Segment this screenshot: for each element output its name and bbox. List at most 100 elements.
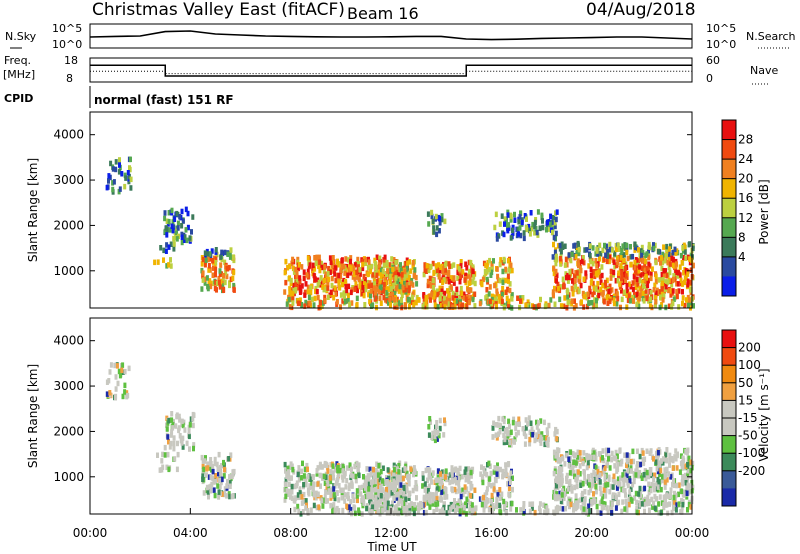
heatmap-cell [620,508,624,515]
heatmap-cell [528,508,532,515]
heatmap-cell [176,440,179,447]
heatmap-cell [482,494,485,501]
heatmap-cell [335,490,339,496]
heatmap-cell [312,502,316,509]
power-heatmap-cells [105,156,695,311]
heatmap-cell [357,472,361,479]
heatmap-cell [551,219,555,225]
heatmap-cell [496,492,500,498]
heatmap-cell [659,486,663,493]
heatmap-cell [460,505,464,511]
heatmap-cell [547,302,551,309]
heatmap-cell [214,266,218,273]
heatmap-cell [458,499,462,506]
heatmap-cell [355,493,359,499]
heatmap-cell [223,466,226,473]
heatmap-cell [656,468,660,475]
heatmap-cell [298,275,302,281]
heatmap-cell [666,510,670,517]
heatmap-cell [488,284,492,290]
heatmap-cell [649,470,652,477]
heatmap-cell [386,489,390,495]
heatmap-cell [340,474,344,480]
heatmap-cell [349,498,353,505]
heatmap-cell [300,468,304,475]
heatmap-cell [675,281,679,287]
heatmap-cell [298,486,302,492]
heatmap-cell [612,300,616,307]
heatmap-cell [431,260,435,267]
heatmap-cell [390,507,394,513]
heatmap-cell [584,292,588,298]
heatmap-cell [383,505,387,511]
heatmap-cell [293,483,297,490]
heatmap-cell [440,216,444,223]
heatmap-cell [566,500,570,507]
heatmap-cell [612,455,616,461]
y-tick-label: 4000 [53,128,84,142]
heatmap-cell [521,295,525,301]
heatmap-cell [551,254,555,260]
heatmap-cell [206,461,210,467]
heatmap-cell [615,457,619,463]
heatmap-cell [165,242,169,248]
heatmap-cell [341,281,344,288]
heatmap-cell [671,465,675,471]
heatmap-cell [575,475,579,481]
heatmap-cell [333,483,337,489]
heatmap-cell [643,258,647,265]
heatmap-cell [129,156,132,163]
heatmap-cell [461,269,465,275]
heatmap-cell [407,476,411,482]
heatmap-cell [412,465,416,471]
heatmap-cell [309,285,313,292]
heatmap-cell [535,229,539,236]
heatmap-cell [622,278,626,285]
heatmap-cell [343,295,346,301]
heatmap-cell [203,250,207,256]
heatmap-cell [368,280,372,286]
heatmap-cell [632,458,636,465]
heatmap-cell [413,468,417,474]
heatmap-cell [373,281,376,287]
heatmap-cell [411,506,415,512]
heatmap-cell [294,273,297,279]
heatmap-cell [362,495,366,501]
heatmap-cell [107,178,110,184]
heatmap-cell [397,272,401,278]
heatmap-cell [218,268,222,274]
heatmap-cell [167,439,170,445]
heatmap-cell [581,460,585,467]
heatmap-cell [485,287,489,293]
heatmap-cell [455,298,459,304]
heatmap-cell [169,241,173,247]
heatmap-cell [107,173,111,179]
heatmap-cell [206,256,210,263]
heatmap-cell [158,467,162,473]
heatmap-cell [543,509,547,515]
heatmap-cell [490,492,494,499]
heatmap-cell [661,251,665,258]
heatmap-cell [614,278,618,284]
heatmap-cell [209,457,213,463]
heatmap-cell [490,266,494,272]
heatmap-cell [644,267,648,273]
heatmap-cell [586,291,590,297]
heatmap-cell [426,282,430,289]
heatmap-cell [483,492,487,498]
heatmap-cell [670,252,674,259]
heatmap-cell [180,231,184,238]
heatmap-cell [540,431,544,437]
heatmap-cell [208,278,212,284]
heatmap-cell [217,451,221,458]
heatmap-cell [123,389,127,395]
heatmap-cell [355,295,359,302]
heatmap-cell [640,252,644,259]
heatmap-cell [435,267,439,273]
heatmap-cell [572,502,576,509]
heatmap-cell [219,472,223,479]
heatmap-cell [186,224,190,231]
heatmap-cell [510,500,514,507]
heatmap-cell [507,298,511,305]
heatmap-cell [624,273,628,279]
